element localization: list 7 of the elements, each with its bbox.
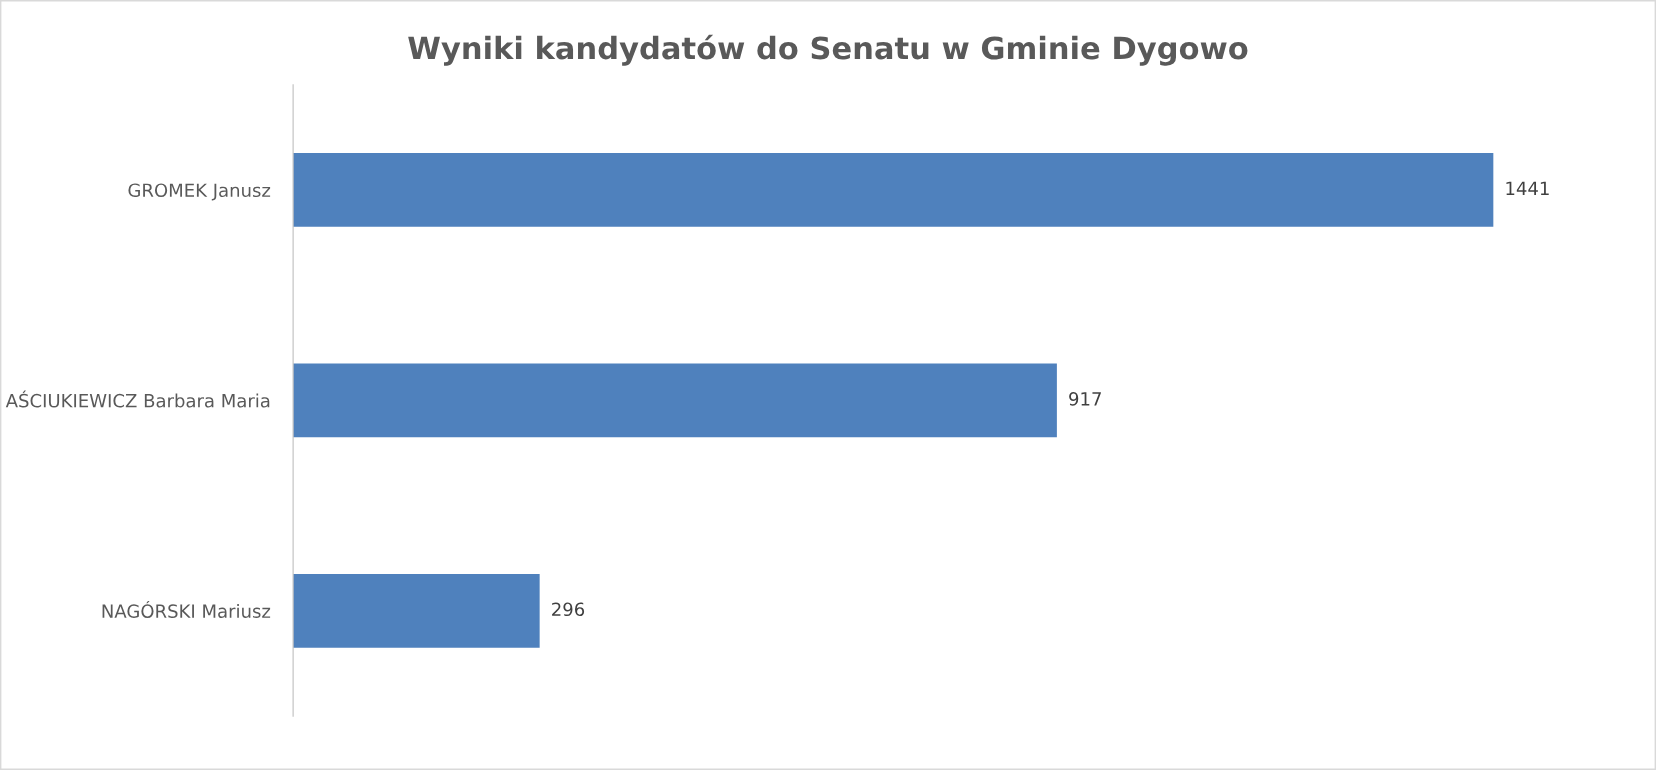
chart-title: Wyniki kandydatów do Senatu w Gminie Dygowo bbox=[408, 34, 1248, 66]
data-label: 917 bbox=[1069, 391, 1101, 406]
data-label: 296 bbox=[552, 602, 585, 617]
y-tick-label: NAGÓRSKI Mariusz bbox=[102, 601, 271, 618]
y-tick-label: GROMEK Janusz bbox=[128, 183, 271, 201]
data-label: 1441 bbox=[1506, 181, 1549, 195]
y-tick-label: AŚCIUKIEWICZ Barbara Maria bbox=[5, 390, 270, 408]
